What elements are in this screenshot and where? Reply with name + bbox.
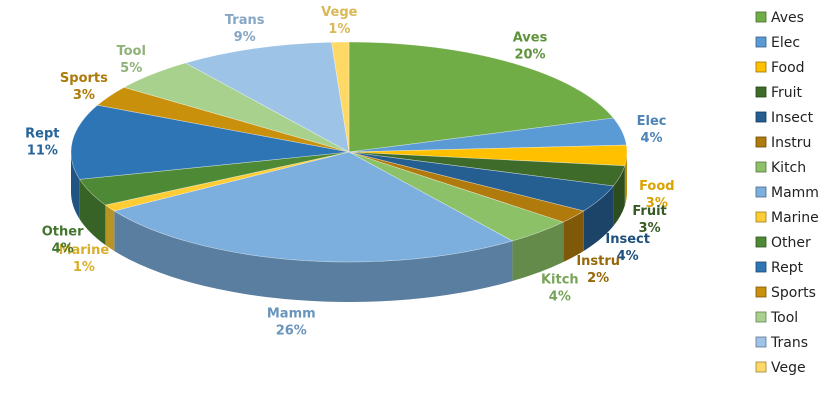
pie-slice-aves — [348, 41, 614, 153]
pie-side-instru — [563, 210, 584, 263]
legend-item-tool: Tool — [755, 310, 798, 326]
data-label-aves-pct: 20% — [514, 48, 545, 63]
data-label-food-name: Food — [639, 179, 675, 194]
data-label-trans-name: Trans — [225, 13, 265, 28]
legend-swatch — [755, 361, 767, 373]
legend-label: Aves — [771, 10, 804, 26]
legend-swatch — [755, 236, 767, 248]
legend-swatch — [755, 211, 767, 223]
data-label-mamm-pct: 26% — [276, 324, 307, 339]
pie-3d-sides — [71, 152, 627, 302]
legend-item-kitch: Kitch — [755, 160, 806, 176]
data-label-kitch-pct: 4% — [549, 290, 571, 305]
legend-swatch — [755, 86, 767, 98]
legend-label: Kitch — [771, 160, 806, 176]
data-label-vege-name: Vege — [321, 5, 357, 20]
legend-swatch — [755, 61, 767, 73]
pie-slice-vege — [331, 41, 350, 153]
data-label-rept-pct: 11% — [27, 143, 58, 158]
pie-side-marine — [105, 204, 115, 251]
pie-side-food — [624, 152, 627, 206]
data-label-food-pct: 3% — [646, 196, 668, 211]
legend-swatch — [755, 311, 767, 323]
legend-swatch — [755, 286, 767, 298]
legend-item-other: Other — [755, 235, 811, 251]
data-label-insect-name: Insect — [605, 232, 650, 247]
data-label-elec-name: Elec — [637, 114, 667, 129]
pie-top-slices — [70, 41, 628, 263]
legend-label: Marine — [771, 210, 819, 226]
legend-label: Vege — [771, 360, 806, 376]
legend-label: Mamm — [771, 185, 819, 201]
legend-item-insect: Insect — [755, 110, 814, 126]
data-label-aves-name: Aves — [513, 31, 548, 46]
legend-swatch — [755, 161, 767, 173]
legend-label: Other — [771, 235, 811, 251]
legend-swatch — [755, 336, 767, 348]
legend-label: Food — [771, 60, 805, 76]
legend-label: Instru — [771, 135, 811, 151]
legend-swatch — [755, 261, 767, 273]
chart-legend: Aves Elec Food Fruit Insect Instru Kitch Mamm Ma… — [755, 10, 819, 376]
data-label-insect-pct: 4% — [617, 249, 639, 264]
legend-item-instru: Instru — [755, 135, 811, 151]
pie-side-rept — [71, 152, 80, 220]
legend-item-food: Food — [755, 60, 805, 76]
legend-label: Trans — [770, 335, 808, 351]
data-label-marine-pct: 1% — [73, 260, 95, 275]
legend-item-sports: Sports — [755, 285, 816, 301]
data-label-instru-name: Instru — [576, 254, 620, 269]
legend-item-trans: Trans — [755, 335, 808, 351]
legend-label: Sports — [771, 285, 816, 301]
legend-swatch — [755, 36, 767, 48]
pie-data-labels: Aves20%Elec4%Food3%Fruit3%Insect4%Instru… — [25, 5, 674, 339]
legend-swatch — [755, 136, 767, 148]
pie-side-mamm — [114, 210, 513, 302]
data-label-vege-pct: 1% — [328, 22, 350, 37]
pie-side-other — [79, 179, 106, 245]
legend-item-rept: Rept — [755, 260, 804, 276]
data-label-fruit-name: Fruit — [632, 204, 666, 219]
legend-label: Elec — [771, 35, 800, 51]
data-label-sports-name: Sports — [60, 71, 108, 86]
data-label-mamm-name: Mamm — [267, 307, 316, 322]
legend-item-fruit: Fruit — [755, 85, 803, 101]
pie-side-insect — [583, 185, 614, 251]
data-label-rept-name: Rept — [25, 126, 59, 141]
data-label-sports-pct: 3% — [73, 88, 95, 103]
data-label-other-pct: 4% — [52, 241, 74, 256]
legend-swatch — [755, 111, 767, 123]
pie-side-kitch — [512, 222, 564, 281]
pie-slice-trans — [184, 41, 350, 153]
data-label-tool-name: Tool — [116, 44, 145, 59]
data-label-other-name: Other — [42, 224, 84, 239]
legend-swatch — [755, 11, 767, 23]
pie-slice-mamm — [113, 151, 514, 263]
data-label-elec-pct: 4% — [641, 131, 663, 146]
pie-side-fruit — [613, 165, 625, 226]
legend-item-mamm: Mamm — [755, 185, 819, 201]
legend-swatch — [755, 186, 767, 198]
legend-item-marine: Marine — [755, 210, 819, 226]
data-label-marine-name: Marine — [59, 243, 110, 258]
pie-slice-rept — [70, 104, 350, 180]
legend-item-aves: Aves — [755, 10, 804, 26]
legend-label: Insect — [771, 110, 814, 126]
data-label-kitch-name: Kitch — [541, 273, 579, 288]
legend-label: Fruit — [771, 85, 803, 101]
legend-label: Tool — [770, 310, 798, 326]
legend-item-vege: Vege — [755, 360, 806, 376]
legend-label: Rept — [771, 260, 804, 276]
data-label-fruit-pct: 3% — [639, 221, 661, 236]
data-label-trans-pct: 9% — [234, 30, 256, 45]
data-label-tool-pct: 5% — [120, 61, 142, 76]
legend-item-elec: Elec — [755, 35, 800, 51]
data-label-instru-pct: 2% — [587, 271, 609, 286]
